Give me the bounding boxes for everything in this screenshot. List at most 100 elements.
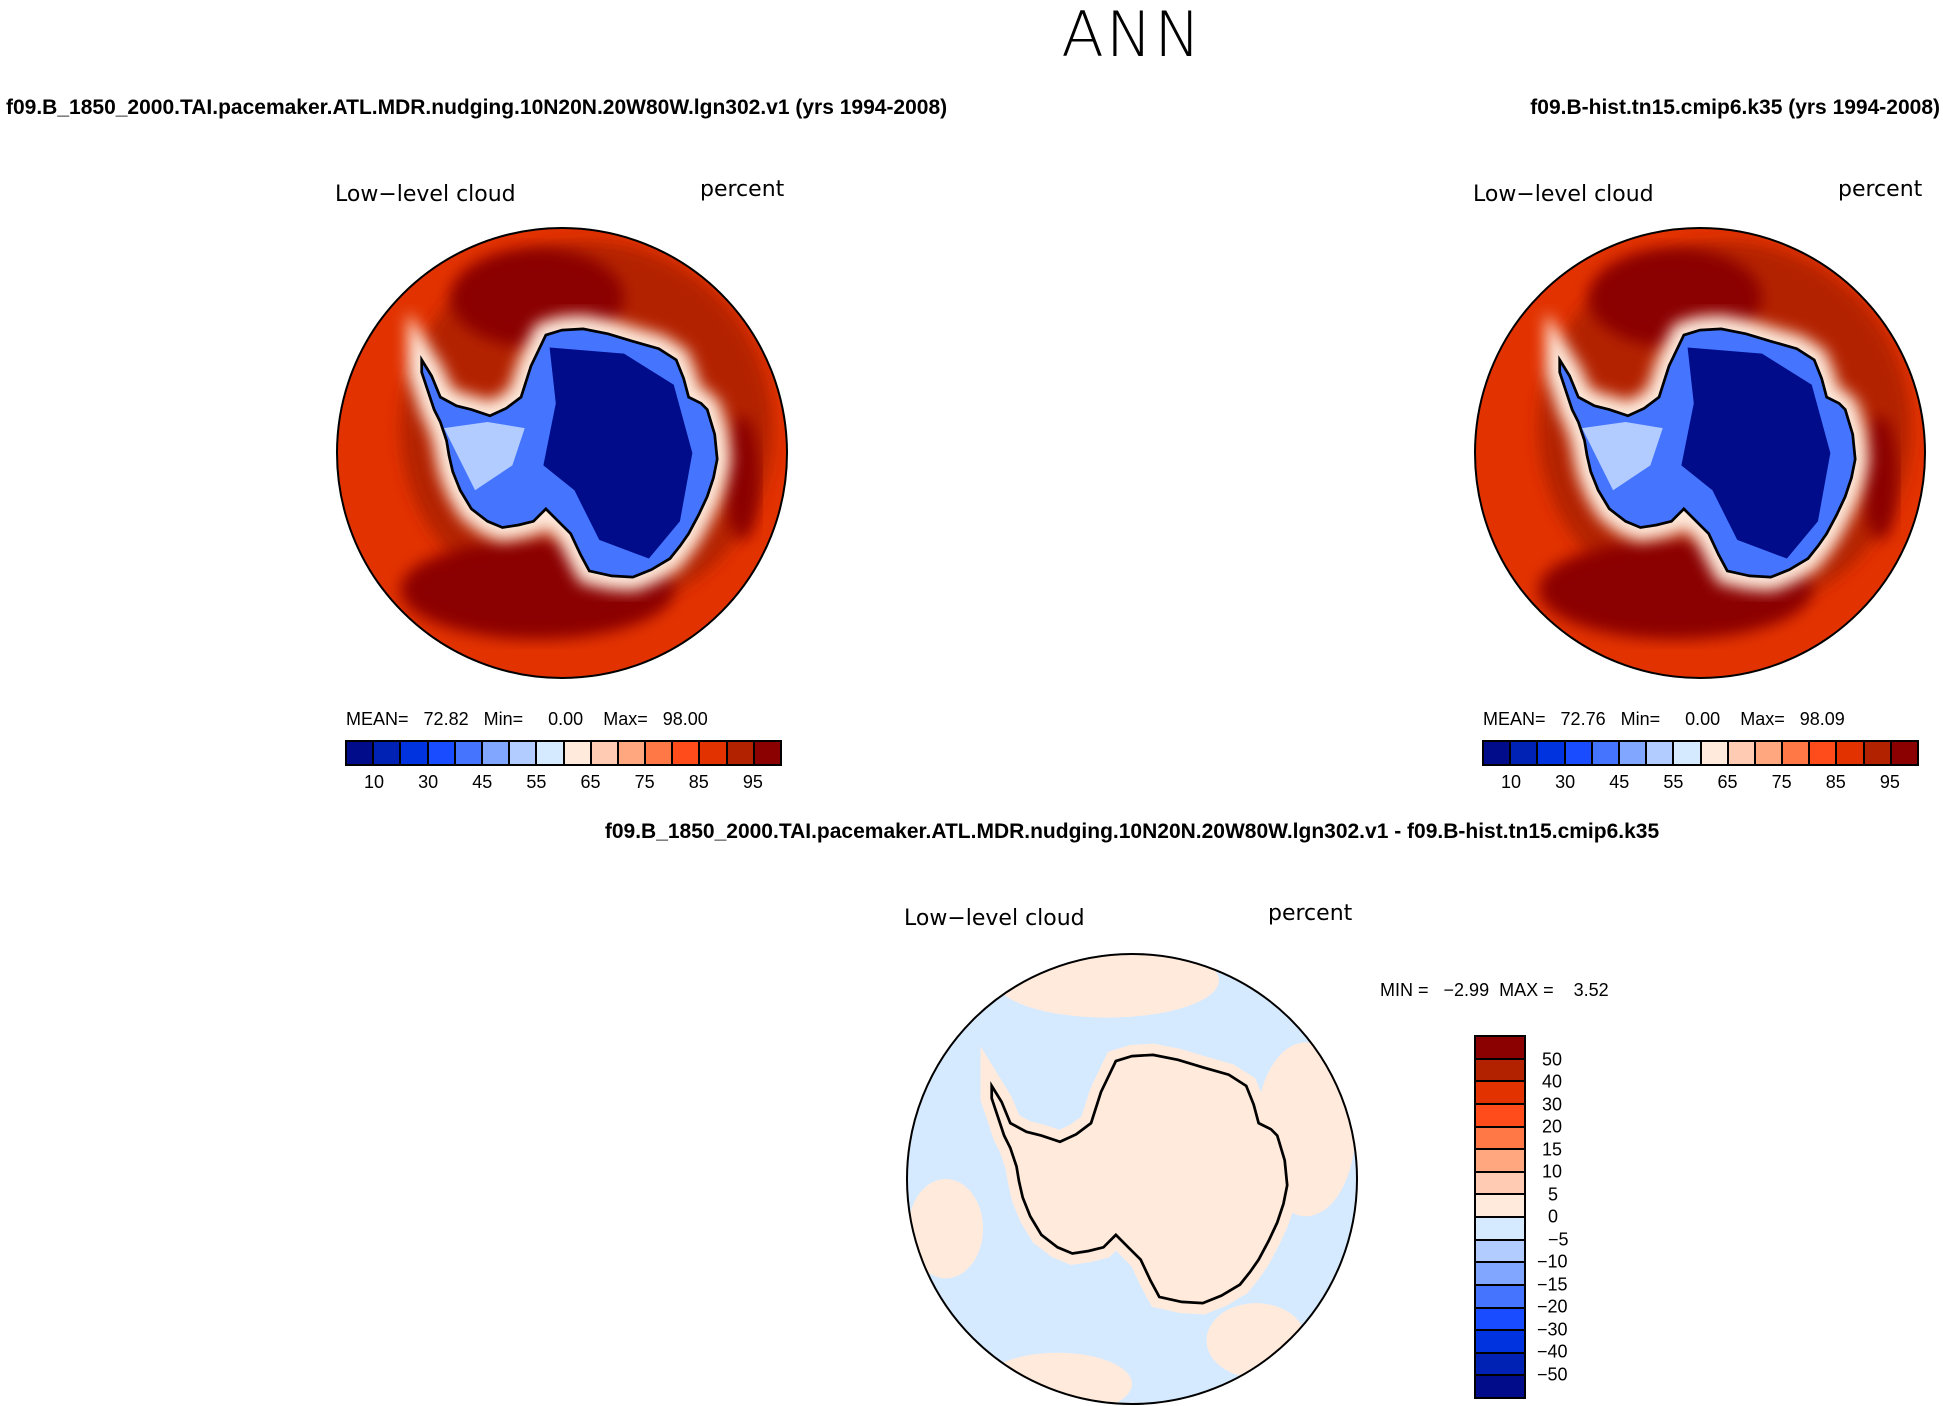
colorbar-box [1837,742,1865,764]
colorbar-tick-label: 10 [1542,1161,1563,1182]
colorbar-box [1476,1263,1524,1286]
mean-value: 72.82 [423,709,469,729]
colorbar-tick-label: 55 [526,772,547,792]
right-colorbar [1482,740,1919,766]
right-map [1475,228,1925,678]
diff-variable-label: Low−level cloud [904,906,1085,931]
colorbar-box [455,742,483,764]
colorbar-tick-label: −40 [1537,1341,1568,1362]
mean-label: MEAN= [1483,709,1546,729]
colorbar-box [1647,742,1675,764]
min-value: 0.00 [548,709,584,729]
colorbar-tick-label: 5 [1548,1184,1559,1204]
colorbar-tick-label: −20 [1537,1296,1568,1317]
max-value: 98.00 [662,709,708,729]
colorbar-box [1592,742,1620,764]
left-units-label: percent [700,177,785,202]
right-stats: MEAN= 72.76 Min= 0.00 Max= 98.09 [1483,709,1845,730]
colorbar-tick-label: 95 [742,772,763,792]
colorbar-box [1565,742,1593,764]
diff-map [907,954,1357,1404]
colorbar-box [1476,1353,1524,1377]
colorbar-box [1476,1195,1524,1218]
colorbar-box [673,742,701,764]
right-variable-label: Low−level cloud [1473,182,1654,207]
colorbar-tick-label: 30 [1555,772,1576,792]
mean-value: 72.76 [1560,709,1606,729]
colorbar-box [510,742,538,764]
colorbar-tick-label: 20 [1542,1116,1563,1137]
colorbar-tick-label: −50 [1537,1364,1568,1384]
plot-title: ANN [1061,0,1203,71]
left-variable-label: Low−level cloud [335,182,516,207]
left-stats: MEAN= 72.82 Min= 0.00 Max= 98.00 [346,709,708,730]
colorbar-box [1484,742,1512,764]
colorbar-box [1810,742,1838,764]
colorbar-box [1864,742,1892,764]
max-label: MAX = [1499,980,1554,1000]
diff-units-label: percent [1268,901,1353,926]
colorbar-tick-label: 85 [1825,772,1846,792]
right-colorbar-labels: 10 30 45 55 65 75 85 95 [1484,772,1917,796]
colorbar-box [1476,1037,1524,1060]
left-map [337,228,787,678]
min-label: Min= [483,709,524,729]
min-label: MIN = [1380,980,1429,1000]
min-value: −2.99 [1443,980,1490,1000]
colorbar-box [1891,742,1917,764]
left-case-title: f09.B_1850_2000.TAI.pacemaker.ATL.MDR.nu… [6,96,948,119]
colorbar-tick-label: 0 [1548,1206,1559,1227]
colorbar-box [1476,1285,1524,1309]
colorbar-tick-label: 45 [1609,772,1630,792]
left-map-border [336,227,788,679]
colorbar-box [564,742,592,764]
colorbar-box [700,742,728,764]
mean-label: MEAN= [346,709,409,729]
colorbar-tick-label: −5 [1548,1229,1569,1249]
colorbar-box [591,742,619,764]
colorbar-tick-label: −10 [1537,1251,1568,1272]
colorbar-box [347,742,375,764]
colorbar-box [374,742,402,764]
right-case-title: f09.B-hist.tn15.cmip6.k35 (yrs 1994-2008… [1530,96,1940,119]
colorbar-box [1476,1308,1524,1332]
colorbar-tick-label: 85 [688,772,709,792]
colorbar-tick-label: 75 [1771,772,1792,792]
max-label: Max= [603,709,648,729]
colorbar-box [537,742,565,764]
colorbar-tick-label: 65 [1717,772,1738,792]
colorbar-box [646,742,674,764]
diff-stats: MIN = −2.99 MAX = 3.52 [1380,980,1609,1001]
colorbar-box [1476,1104,1524,1128]
colorbar-box [1476,1172,1524,1196]
colorbar-box [1619,742,1648,764]
min-label: Min= [1620,709,1661,729]
colorbar-box [1783,742,1811,764]
diff-colorbar [1474,1035,1526,1399]
colorbar-box [1476,1127,1524,1151]
colorbar-tick-label: 30 [1542,1094,1563,1114]
colorbar-tick-label: 40 [1542,1071,1563,1092]
max-value: 98.09 [1799,709,1845,729]
colorbar-box [1476,1059,1524,1083]
diff-case-title: f09.B_1850_2000.TAI.pacemaker.ATL.MDR.nu… [604,820,1660,843]
right-units-label: percent [1838,177,1923,202]
colorbar-box [482,742,511,764]
max-value: 3.52 [1573,980,1609,1000]
colorbar-tick-label: −30 [1537,1319,1568,1339]
colorbar-tick-label: 45 [472,772,493,792]
colorbar-tick-label: 55 [1663,772,1684,792]
colorbar-tick-label: 65 [580,772,601,792]
left-colorbar-labels: 10 30 45 55 65 75 85 95 [347,772,780,796]
colorbar-box [618,742,647,764]
colorbar-box [1674,742,1702,764]
colorbar-tick-label: 15 [1542,1139,1563,1159]
colorbar-box [1476,1150,1524,1173]
colorbar-box [401,742,429,764]
right-map-border [1474,227,1926,679]
colorbar-tick-label: 30 [418,772,439,792]
colorbar-box [1476,1376,1524,1397]
left-colorbar [345,740,782,766]
max-label: Max= [1740,709,1785,729]
